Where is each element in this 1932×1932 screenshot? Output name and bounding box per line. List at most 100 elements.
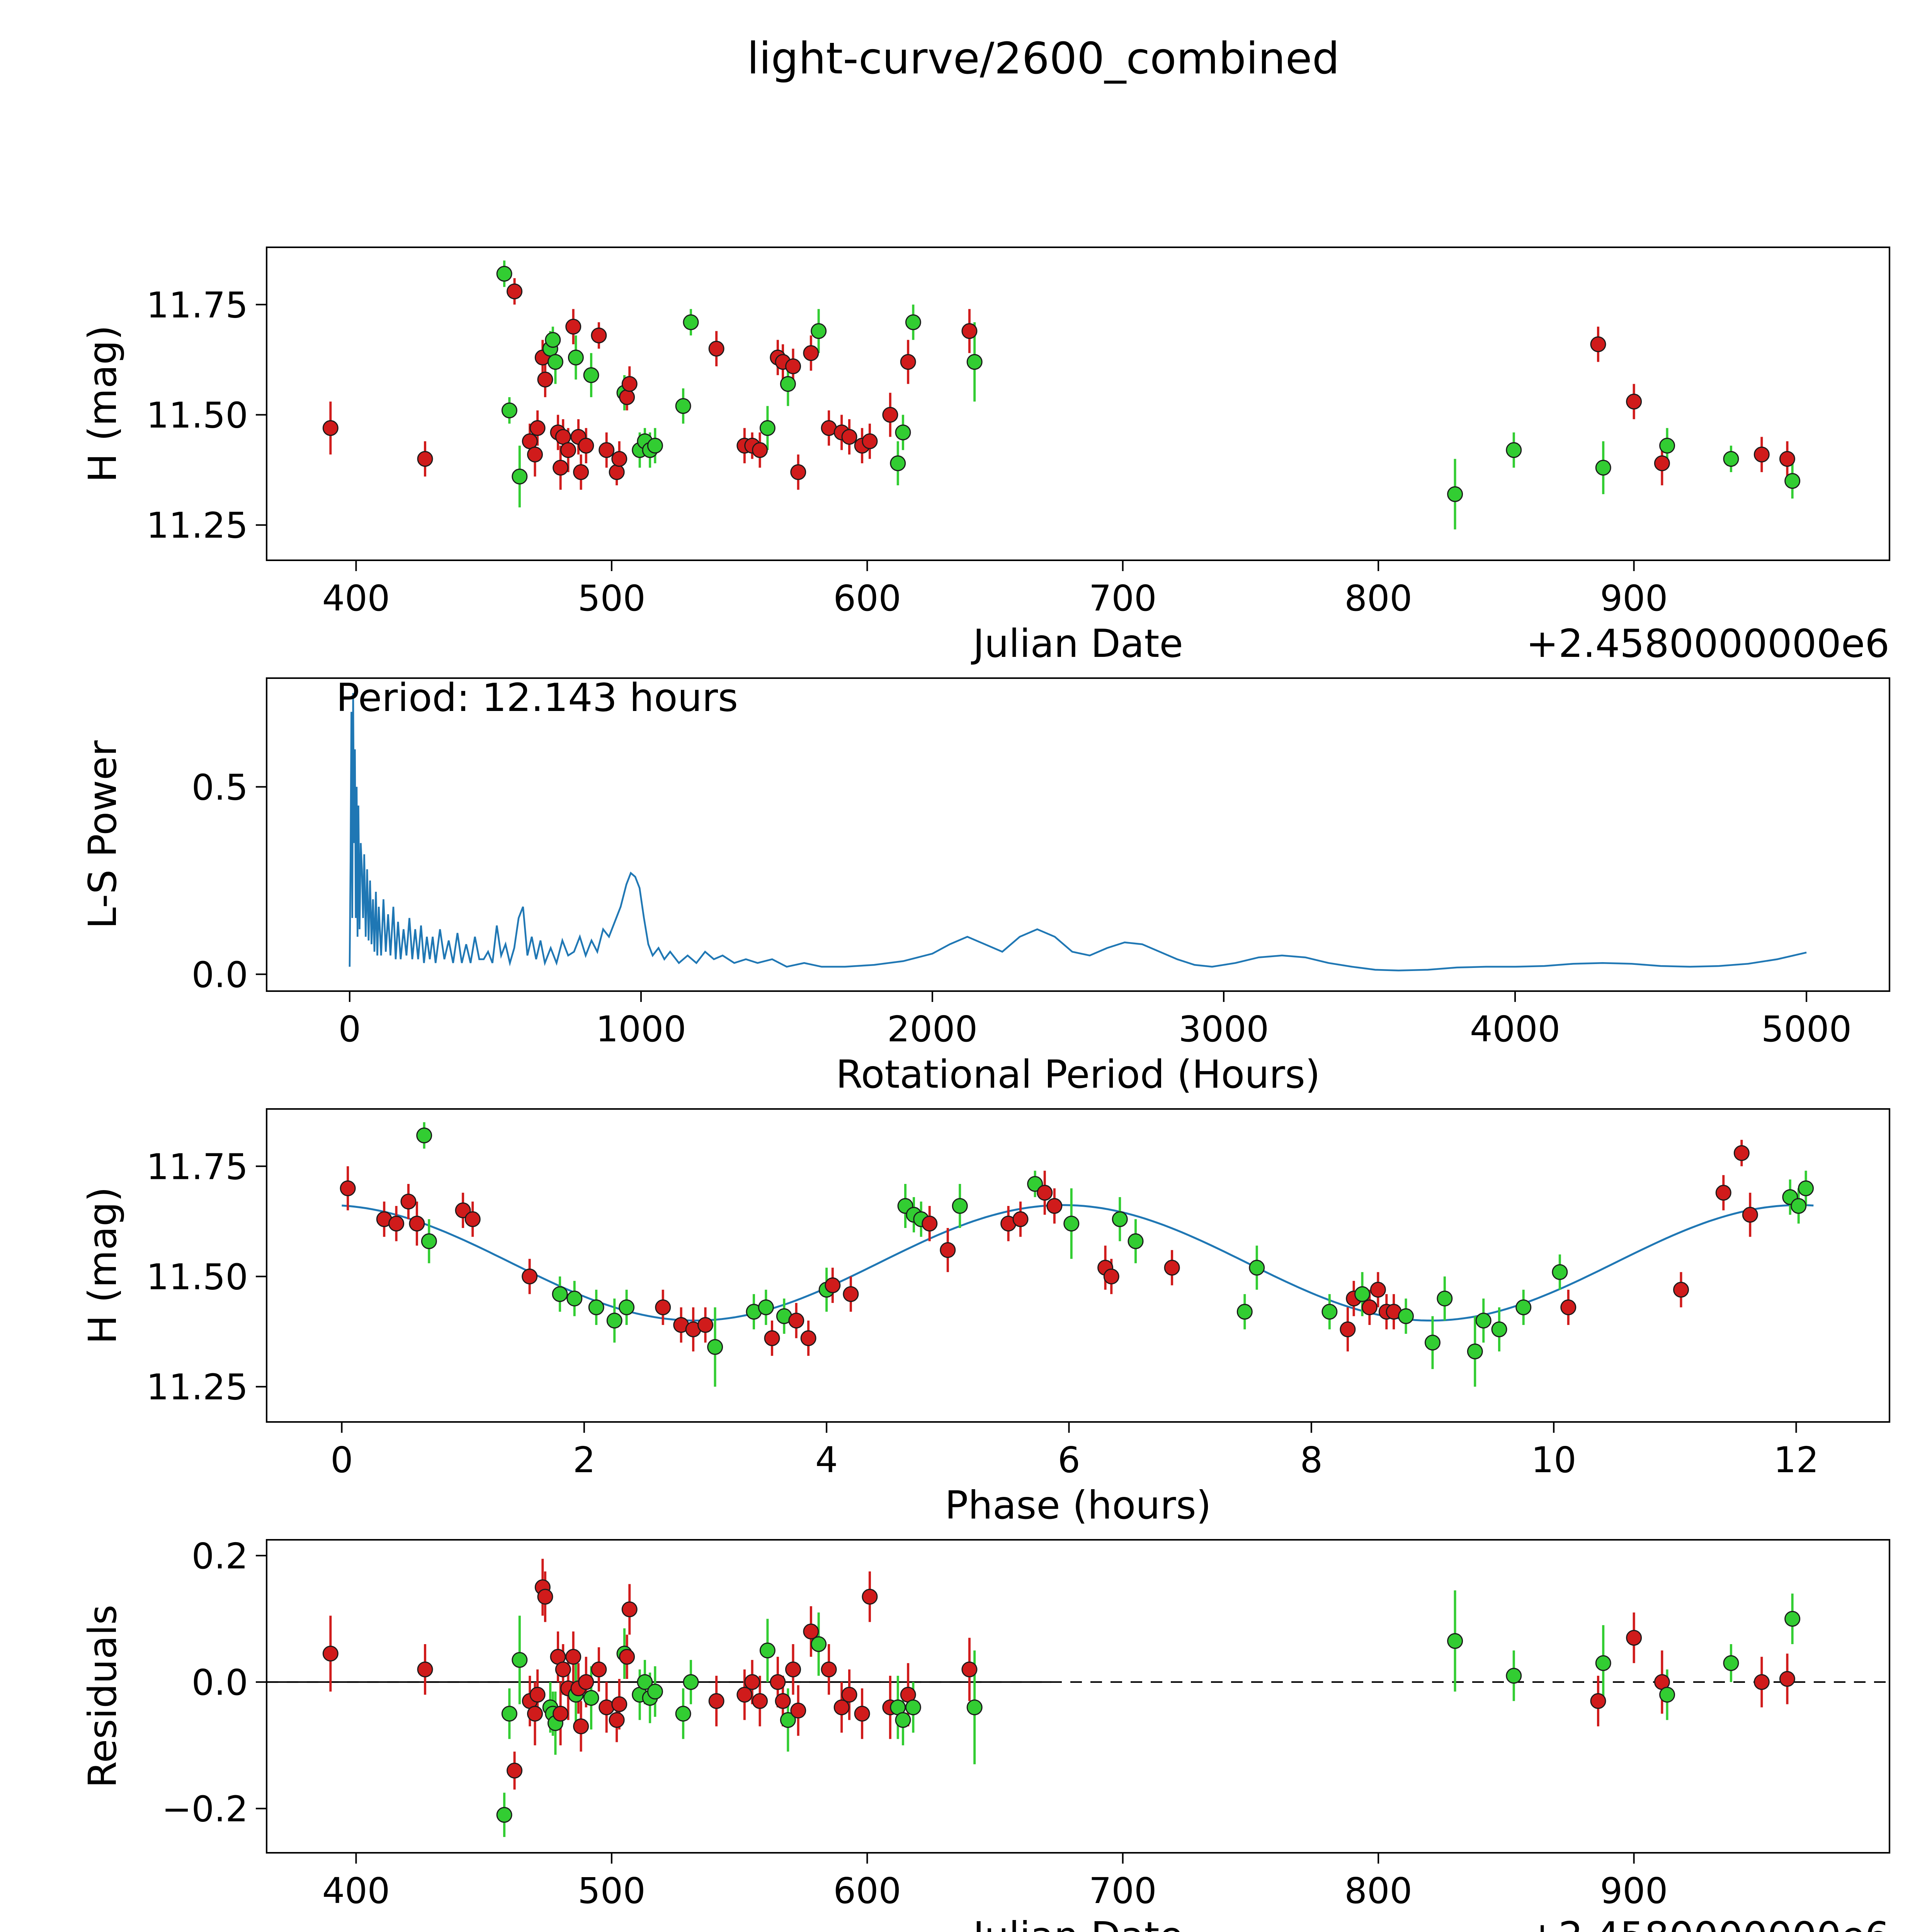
data-point (619, 389, 635, 405)
data-point (621, 1601, 638, 1617)
data-point (583, 367, 599, 383)
x-tick-label: 0 (338, 1009, 361, 1050)
data-point (606, 1313, 622, 1329)
data-point (619, 1649, 635, 1665)
data-point (647, 437, 663, 454)
data-point (707, 1339, 723, 1355)
data-point (1398, 1308, 1414, 1324)
y-axis-ticks: 11.25 11.50 11.75 (146, 1146, 267, 1408)
data-point (647, 1684, 663, 1700)
x-tick-label: 500 (578, 1870, 646, 1912)
phased-ylabel: H (mag) (80, 1187, 125, 1344)
data-point (537, 371, 553, 388)
data-point (573, 464, 589, 480)
data-point (1361, 1299, 1378, 1315)
data-point (1475, 1313, 1492, 1329)
data-point (1673, 1282, 1689, 1298)
data-point (522, 433, 538, 449)
phased-xlabel: Phase (hours) (945, 1483, 1211, 1528)
y-tick-label: 11.75 (146, 284, 248, 326)
data-point (961, 323, 978, 339)
data-point (1784, 473, 1801, 489)
data-point (455, 1202, 471, 1218)
data-point (1249, 1260, 1265, 1276)
data-point (1659, 1687, 1675, 1703)
data-point (1798, 1180, 1814, 1196)
data-point (821, 1661, 837, 1677)
data-point (905, 314, 921, 330)
data-point (400, 1194, 417, 1210)
data-point (1128, 1233, 1144, 1249)
data-point (1779, 451, 1795, 467)
data-point (565, 1649, 582, 1665)
x-tick-label: 800 (1344, 578, 1412, 619)
x-tick-label: 4 (815, 1439, 838, 1481)
data-point (1626, 1630, 1642, 1646)
y-tick-label: 11.75 (146, 1146, 248, 1187)
data-point (1733, 1145, 1750, 1161)
periodogram-xlabel: Rotational Period (Hours) (836, 1052, 1320, 1097)
period-annotation: Period: 12.143 hours (336, 675, 738, 720)
data-point (1715, 1185, 1731, 1201)
data-point (675, 398, 691, 414)
data-point (1515, 1299, 1532, 1315)
data-point (1063, 1216, 1080, 1232)
y-tick-label: 0.5 (192, 767, 248, 808)
data-point (512, 468, 528, 485)
data-point (573, 1718, 589, 1735)
x-tick-label: 4000 (1470, 1009, 1560, 1050)
x-tick-label: 600 (833, 1870, 901, 1912)
x-tick-label: 1000 (596, 1009, 686, 1050)
data-point (527, 446, 543, 463)
x-tick-label: 2000 (887, 1009, 978, 1050)
data-point (1112, 1211, 1128, 1227)
x-tick-label: 900 (1600, 578, 1668, 619)
x-axis-ticks: 0 2 4 6 8 10 12 (330, 1422, 1819, 1481)
data-point (780, 1712, 796, 1728)
data-point (417, 451, 433, 467)
data-point (655, 1299, 671, 1315)
data-point (1027, 1176, 1043, 1192)
data-point (790, 1702, 806, 1719)
data-point (841, 1687, 857, 1703)
data-point (522, 1269, 538, 1285)
data-point (1447, 486, 1463, 502)
periodogram-panel: 0 1000 2000 3000 4000 5000 0.0 0.5 (192, 677, 1890, 1050)
axes-box (266, 247, 1890, 561)
data-point (1784, 1611, 1801, 1627)
periodogram-curve (349, 693, 1807, 971)
y-tick-label: 0.0 (192, 1662, 248, 1703)
figure-title: light-curve/2600_combined (747, 34, 1340, 84)
data-point (708, 1693, 724, 1709)
x-tick-label: 500 (578, 578, 646, 619)
error-bars (347, 1122, 1807, 1387)
data-point (775, 1693, 791, 1709)
data-point (388, 1216, 405, 1232)
data-point (905, 1699, 921, 1716)
data-point (547, 354, 563, 370)
data-point (1164, 1260, 1180, 1276)
data-point (637, 1674, 653, 1690)
data-point (854, 1706, 870, 1722)
data-point (1340, 1321, 1356, 1337)
data-point (1595, 459, 1611, 476)
x-tick-label: 600 (833, 578, 901, 619)
data-point (566, 1291, 583, 1307)
data-point (882, 407, 898, 423)
data-point (803, 345, 819, 361)
data-point (583, 1690, 599, 1706)
periodogram-ylabel: L-S Power (80, 740, 125, 929)
data-point (895, 424, 911, 440)
data-point (1370, 1282, 1386, 1298)
data-point (1552, 1264, 1568, 1280)
y-tick-label: 11.50 (146, 395, 248, 436)
data-point (409, 1216, 425, 1232)
x-tick-label: 400 (322, 1870, 390, 1912)
data-point (890, 455, 906, 471)
data-point (545, 332, 561, 348)
lightcurve-xlabel: Julian Date (971, 621, 1183, 666)
data-point (1236, 1304, 1253, 1320)
data-point (1560, 1299, 1577, 1315)
data-point (708, 340, 724, 357)
data-points (322, 265, 1801, 502)
